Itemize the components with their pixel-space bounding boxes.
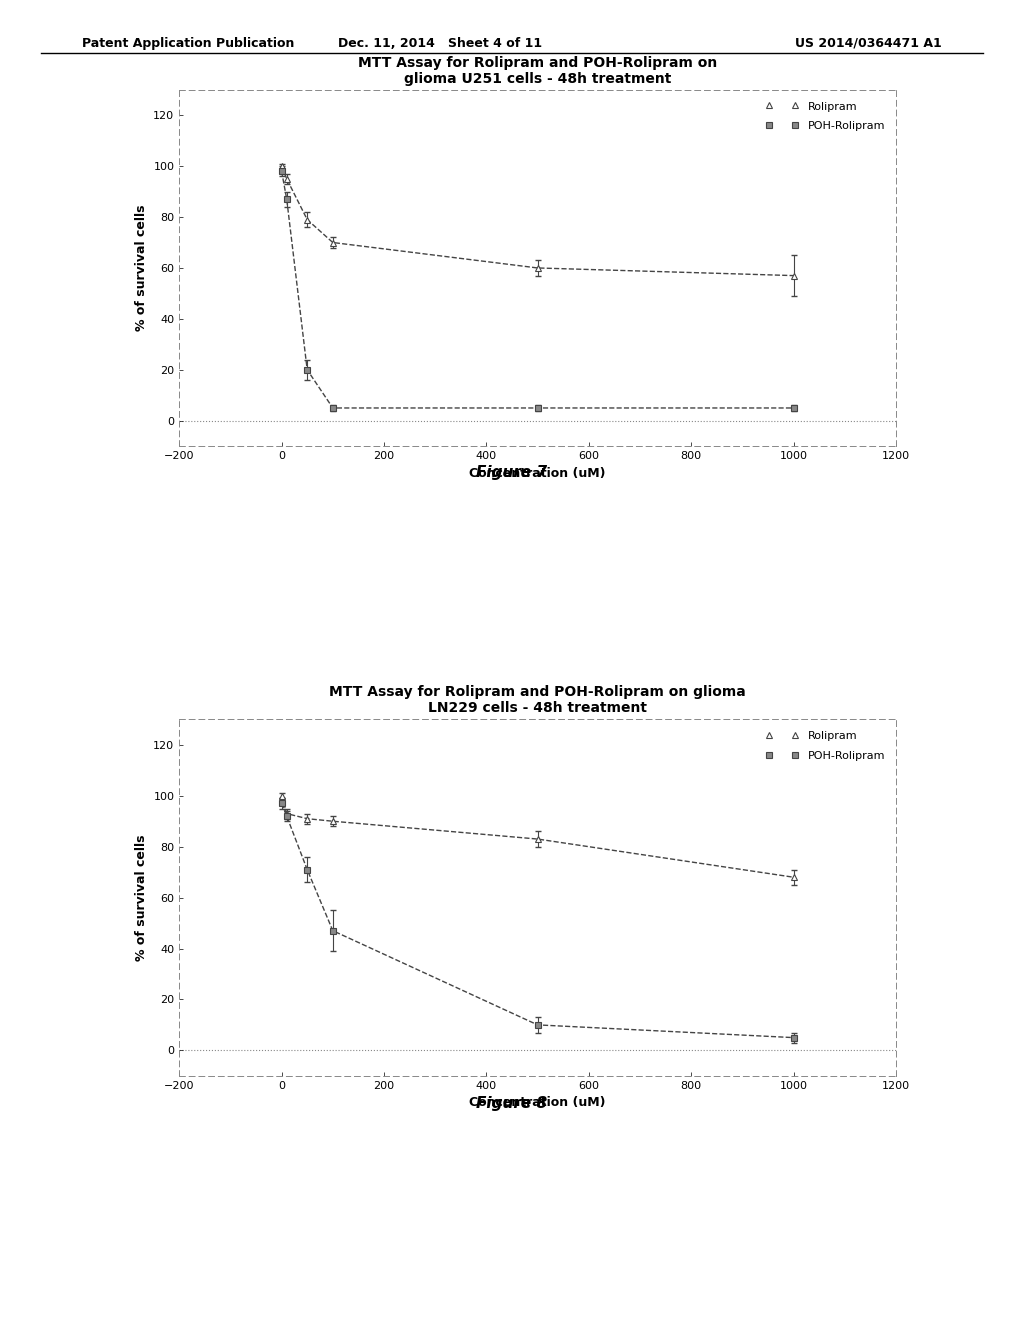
X-axis label: Concentration (uM): Concentration (uM) [469,1096,606,1109]
Rolipram [301,211,313,227]
POH-Rolipram [327,400,339,416]
Line: POH-Rolipram: POH-Rolipram [279,169,797,411]
Y-axis label: % of survival cells: % of survival cells [135,834,147,961]
Line: Rolipram: Rolipram [279,164,797,279]
Rolipram [275,158,288,174]
Rolipram [531,832,544,847]
Title: MTT Assay for Rolipram and POH-Rolipram on glioma
LN229 cells - 48h treatment: MTT Assay for Rolipram and POH-Rolipram … [330,685,745,715]
Title: MTT Assay for Rolipram and POH-Rolipram on
glioma U251 cells - 48h treatment: MTT Assay for Rolipram and POH-Rolipram … [358,55,717,86]
Text: Dec. 11, 2014   Sheet 4 of 11: Dec. 11, 2014 Sheet 4 of 11 [338,37,543,50]
Text: US 2014/0364471 A1: US 2014/0364471 A1 [796,37,942,50]
POH-Rolipram [301,862,313,878]
Line: POH-Rolipram: POH-Rolipram [279,801,797,1040]
Rolipram [327,813,339,829]
POH-Rolipram [531,1016,544,1032]
POH-Rolipram [275,164,288,180]
Rolipram [301,810,313,826]
POH-Rolipram [281,808,293,824]
Legend: Rolipram, POH-Rolipram: Rolipram, POH-Rolipram [760,95,891,137]
Rolipram [531,260,544,276]
Text: Figure 8: Figure 8 [476,1096,548,1110]
X-axis label: Concentration (uM): Concentration (uM) [469,466,606,479]
Rolipram [275,788,288,804]
POH-Rolipram [531,400,544,416]
POH-Rolipram [301,362,313,378]
POH-Rolipram [327,923,339,939]
POH-Rolipram [787,400,800,416]
Line: Rolipram: Rolipram [279,793,797,880]
POH-Rolipram [281,191,293,207]
Rolipram [787,870,800,886]
Rolipram [281,170,293,186]
Rolipram [787,268,800,284]
Rolipram [281,805,293,821]
POH-Rolipram [275,796,288,812]
Text: Figure 7: Figure 7 [476,465,548,479]
Legend: Rolipram, POH-Rolipram: Rolipram, POH-Rolipram [760,725,891,767]
Rolipram [327,235,339,251]
POH-Rolipram [787,1030,800,1045]
Y-axis label: % of survival cells: % of survival cells [135,205,147,331]
Text: Patent Application Publication: Patent Application Publication [82,37,294,50]
